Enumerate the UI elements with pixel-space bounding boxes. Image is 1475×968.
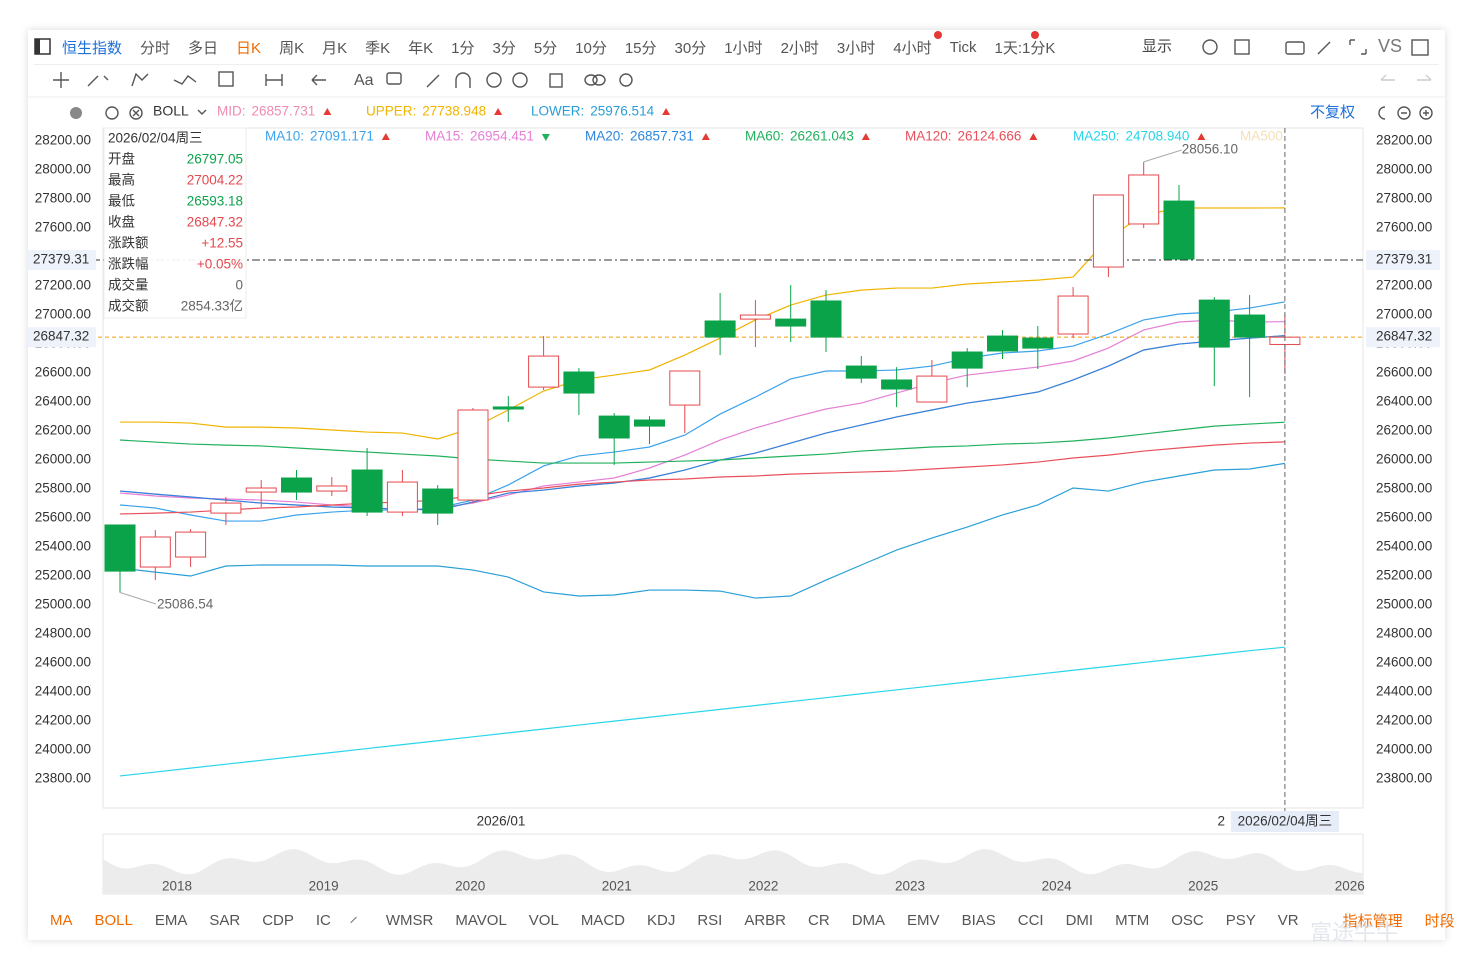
period-tab[interactable]: 10分 [575,39,607,57]
period-tab[interactable]: 4小时 [893,39,932,57]
indicator-tab[interactable]: SAR [209,911,241,929]
period-tab[interactable]: 1天:1分K [994,39,1056,57]
indicator-tab[interactable]: EMV [907,911,940,929]
period-tab[interactable]: 1分 [451,39,475,57]
indicator-tab[interactable]: BIAS [961,911,996,929]
indicator-tab[interactable]: MTM [1115,911,1150,929]
indicator-tab[interactable]: KDJ [646,911,676,929]
indicator-tab[interactable]: MACD [580,911,625,929]
period-tab[interactable]: 多日 [188,39,219,57]
indicator-tab[interactable]: BOLL [94,911,133,929]
indicator-tab[interactable]: DMA [851,911,886,929]
period-tab[interactable]: Tick [949,38,977,56]
period-tab[interactable]: 15分 [624,39,657,57]
period-tab[interactable]: 日K [236,39,262,57]
indicator-tab[interactable]: IC [315,911,331,929]
period-tab[interactable]: 年K [408,39,434,57]
indicator-tab[interactable]: CDP [262,911,294,929]
indicator-tab[interactable]: VOL [528,911,559,929]
frame [28,30,1445,940]
indicator-tab[interactable]: RSI [697,911,723,929]
indicator-tab[interactable]: ARBR [744,911,787,929]
period-tab[interactable]: 3分 [492,39,516,57]
indicator-tab[interactable]: MAVOL [455,911,507,929]
indicator-tab[interactable]: WMSR [385,911,434,929]
layout-icon[interactable] [34,38,52,56]
indicator-tab[interactable]: OSC [1171,911,1204,929]
manage-button[interactable]: 指标管理 [1342,912,1403,930]
indicator-tab[interactable]: DMI [1065,911,1094,929]
period-tab[interactable]: 季K [365,39,391,57]
indicator-tab[interactable]: MA [50,911,73,929]
period-tab[interactable]: 月K [322,39,348,57]
indicator-tab[interactable]: PSY [1225,911,1256,929]
period-tab[interactable]: 5分 [533,39,558,57]
indicator-tab[interactable]: EMA [154,911,188,929]
indicator-tab[interactable]: CR [808,911,830,929]
scroll-arrow[interactable] [350,916,357,924]
period-button[interactable]: 时段 [1424,912,1455,930]
period-tab[interactable]: 分时 [140,39,171,57]
indicator-tabs: MA BOLL EMA SAR CDP IC WMSR MAVOL VOL MACD KDJ RSI A… [50,906,1455,934]
toolbar: 恒生指数 分时 多日 日K 周K 月K 季K 年K 1分 3分 5分 10分 15分 30分 1小时 2小时… [34,30,1439,65]
period-tab[interactable]: 周K [279,39,305,57]
indicator-tab[interactable]: VR [1277,911,1299,929]
period-tab[interactable]: 2小时 [780,39,819,57]
symbol[interactable]: 恒生指数 [62,39,123,57]
period-tab[interactable]: 1小时 [724,39,763,57]
period-tab[interactable]: 3小时 [836,39,876,57]
indicator-tab[interactable]: CCI [1017,911,1044,929]
period-tab[interactable]: 30分 [674,39,707,57]
